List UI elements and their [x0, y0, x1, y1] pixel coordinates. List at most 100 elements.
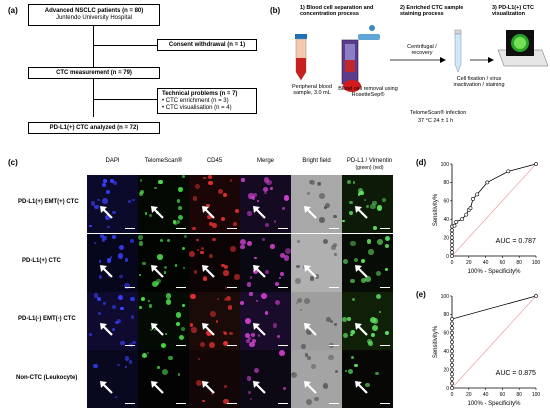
cell-dot — [294, 277, 301, 284]
cell-dot — [370, 203, 376, 209]
cell-dot — [148, 303, 153, 308]
box-advanced-patients: Advanced NSCLC patients (n = 80) Juntend… — [28, 4, 160, 26]
col-pdl1-vimentin: PD-L1 / Vimentin — [346, 158, 393, 164]
cell-dot — [375, 270, 381, 276]
cell-dot — [365, 382, 370, 388]
roc-point — [450, 232, 454, 236]
cell-dot — [283, 195, 290, 201]
row-label-leukocyte: Non-CTC (Leukocyte) — [16, 375, 78, 381]
roc-point — [450, 349, 454, 354]
cell-dot — [157, 254, 163, 260]
pointer-arrow-icon — [355, 265, 368, 278]
cell-dot — [138, 234, 143, 240]
cell-dot — [384, 235, 390, 241]
cell-dot — [246, 282, 252, 287]
scale-bar — [227, 403, 237, 404]
roc-point — [506, 169, 511, 174]
roc-point — [450, 353, 454, 358]
cell-dot — [196, 248, 200, 252]
y-tick-label: 80 — [443, 312, 449, 318]
cell-dot — [354, 363, 358, 367]
cell-dot — [106, 258, 112, 263]
cell-dot — [189, 250, 195, 257]
cell-dot — [375, 293, 381, 300]
micrograph-tile — [240, 175, 291, 233]
step2-title: 2) Enriched CTC sample staining process — [400, 5, 464, 17]
cell-dot — [116, 363, 120, 367]
flow-line-2 — [93, 79, 94, 117]
scale-bar — [125, 228, 135, 229]
cell-dot — [296, 240, 300, 244]
cell-dot — [333, 242, 338, 247]
rosettesep-device-icon — [341, 25, 380, 92]
cell-dot — [165, 293, 171, 299]
micrograph-tile — [189, 292, 240, 350]
box-ctc-measurement: CTC measurement (n = 79) — [28, 67, 160, 79]
cell-dot — [221, 263, 225, 267]
cell-dot — [250, 195, 254, 200]
cell-dot — [325, 202, 331, 209]
cell-dot — [208, 181, 213, 186]
x-tick-label: 60 — [500, 392, 506, 398]
cell-dot — [371, 324, 378, 331]
cell-dot — [262, 187, 268, 193]
cell-dot — [319, 192, 325, 199]
cell-dot — [350, 240, 357, 247]
roc-point — [450, 228, 454, 233]
cell-dot — [101, 198, 108, 205]
cell-dot — [176, 219, 181, 224]
cell-dot — [120, 340, 125, 346]
scale-bar — [329, 403, 339, 404]
cell-dot — [138, 273, 142, 277]
cell-dot — [97, 297, 102, 302]
roc-point — [450, 335, 454, 340]
roc-point — [450, 235, 454, 240]
cell-dot — [193, 270, 198, 274]
cell-dot — [161, 369, 168, 376]
cell-dot — [264, 311, 269, 316]
blood-tube-icon — [295, 34, 307, 81]
scale-bar — [227, 345, 237, 346]
roc-point — [452, 223, 457, 228]
cell-dot — [161, 344, 165, 348]
cell-dot — [132, 340, 136, 345]
cell-dot — [205, 330, 212, 337]
micrograph-tile — [342, 350, 393, 408]
pointer-arrow-icon — [253, 323, 266, 336]
cell-dot — [310, 276, 315, 281]
cell-dot — [200, 246, 204, 251]
cell-dot — [296, 301, 299, 304]
cell-dot — [145, 212, 148, 215]
pointer-arrow-icon — [151, 381, 164, 394]
cell-dot — [138, 305, 143, 310]
pointer-arrow-icon — [355, 206, 368, 219]
pointer-arrow-icon — [304, 323, 317, 336]
cell-dot — [301, 344, 306, 349]
pointer-arrow-icon — [304, 381, 317, 394]
scale-bar — [278, 287, 288, 288]
cell-dot — [353, 181, 356, 184]
cell-dot — [370, 317, 377, 324]
cell-dot — [102, 183, 107, 188]
pointer-arrow-icon — [253, 206, 266, 219]
pointer-arrow-icon — [100, 206, 113, 219]
cell-dot — [247, 391, 251, 395]
x-tick-label: 20 — [466, 392, 472, 398]
x-tick-label: 40 — [483, 392, 489, 398]
cell-dot — [167, 238, 171, 243]
cell-dot — [125, 366, 128, 369]
cell-dot — [306, 399, 313, 406]
cell-dot — [141, 353, 147, 358]
cell-dot — [210, 311, 216, 317]
cell-dot — [247, 210, 252, 216]
cell-dot — [153, 328, 156, 331]
y-tick-label: 0 — [446, 386, 449, 392]
cell-dot — [255, 299, 258, 302]
roc-point — [534, 294, 538, 298]
cell-dot — [311, 363, 316, 369]
scale-bar — [329, 228, 339, 229]
cell-dot — [223, 297, 227, 301]
cell-dot — [103, 179, 107, 183]
cell-dot — [218, 189, 224, 195]
col-pdl1-sub: (green) (red) — [355, 165, 384, 171]
